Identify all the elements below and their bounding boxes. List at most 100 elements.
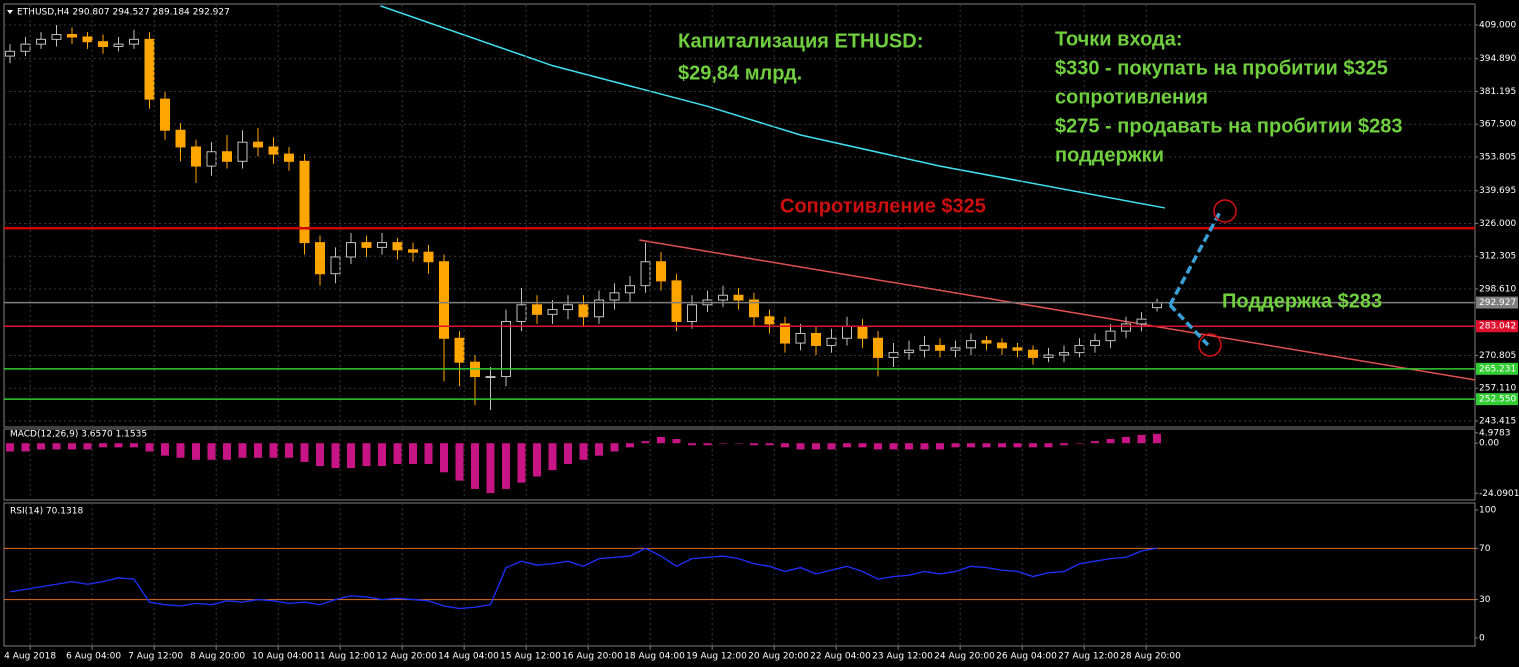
- x-tick-label: 19 Aug 12:00: [686, 652, 747, 662]
- macd-bar: [812, 443, 820, 450]
- candle-body: [547, 309, 558, 315]
- macd-bar: [703, 443, 712, 446]
- macd-bar: [641, 441, 650, 444]
- macd-bar: [440, 443, 448, 473]
- macd-bar: [300, 443, 309, 462]
- macd-bar: [1013, 443, 1022, 448]
- menu-arrow[interactable]: [7, 10, 13, 14]
- level-label-box: [1476, 362, 1518, 375]
- candle-body: [206, 151, 217, 167]
- candle-body: [904, 349, 914, 354]
- annotation: сопротивления: [1055, 86, 1208, 108]
- macd-panel: [3, 428, 1476, 501]
- annotations: Капитализация ETHUSD: $29,84 млрд. Точки…: [678, 28, 1403, 312]
- macd-bar: [192, 443, 200, 460]
- candle-body: [1074, 344, 1085, 354]
- macd-bar: [130, 443, 138, 448]
- level-label-box: [1476, 296, 1518, 309]
- macd-bar: [238, 443, 247, 458]
- y-tick-label: 100: [1479, 506, 1496, 516]
- macd-bar: [936, 443, 944, 450]
- level-label: 292.927: [1479, 298, 1516, 308]
- annotation: $275 - продавать на пробитии $283: [1055, 115, 1403, 137]
- x-tick-label: 12 Aug 20:00: [376, 652, 437, 662]
- candle-body: [20, 43, 31, 52]
- rsi-panel: [3, 502, 1476, 647]
- macd-bar: [502, 443, 510, 489]
- macd-bar: [781, 443, 789, 448]
- macd-bar: [1091, 441, 1099, 444]
- candle-body: [361, 242, 372, 248]
- candle-body: [299, 160, 310, 244]
- annotation: Точки входа:: [1055, 28, 1183, 50]
- macd-bar: [874, 443, 882, 450]
- macd-bar: [610, 443, 619, 452]
- y-tick-label: 394.890: [1479, 54, 1516, 64]
- candle-body: [98, 41, 108, 48]
- candle-body: [594, 299, 604, 318]
- candle-body: [919, 344, 930, 351]
- macd-bar: [254, 443, 262, 458]
- x-tick-label: 26 Aug 04:00: [996, 652, 1057, 662]
- candle-body: [315, 242, 325, 275]
- level-label: 265.231: [1479, 364, 1516, 374]
- macd-bar: [548, 443, 557, 471]
- macd-bar: [889, 443, 898, 450]
- macd-bar: [750, 443, 758, 446]
- macd-bar: [827, 443, 836, 450]
- y-tick-label: 243.415: [1479, 416, 1516, 426]
- candle-body: [749, 299, 759, 318]
- y-tick-label: 270.805: [1479, 351, 1516, 361]
- candle-body: [454, 337, 465, 363]
- macd-bar: [207, 443, 216, 460]
- macd-bar: [657, 436, 665, 444]
- candle-body: [997, 342, 1007, 349]
- level-label: 252.550: [1479, 395, 1516, 405]
- candle-body: [346, 242, 356, 258]
- macd-bar: [362, 443, 371, 467]
- candle-body: [873, 337, 883, 358]
- macd-bar: [564, 443, 572, 464]
- macd-bar: [951, 443, 960, 448]
- x-tick-label: 28 Aug 20:00: [1120, 652, 1181, 662]
- forecast-arrow: [1168, 211, 1222, 347]
- candle-body: [1059, 352, 1069, 356]
- y-tick-label: 326.000: [1479, 219, 1516, 229]
- y-tick-label: 70: [1479, 544, 1491, 554]
- candle-body: [563, 304, 573, 311]
- candle-body: [129, 38, 139, 45]
- x-tick-label: 24 Aug 20:00: [934, 652, 995, 662]
- macd-bar: [486, 443, 495, 494]
- candle-body: [935, 344, 945, 351]
- macd-bar: [378, 443, 386, 467]
- y-tick-label: 312.305: [1479, 252, 1516, 262]
- macd-bar: [920, 443, 929, 450]
- x-tick-label: 16 Aug 20:00: [562, 652, 623, 662]
- y-tick-label: 339.695: [1479, 186, 1516, 196]
- macd-bar: [6, 443, 14, 452]
- candle-body: [842, 325, 852, 339]
- x-tick-label: 10 Aug 04:00: [252, 652, 313, 662]
- x-tick-label: 22 Aug 04:00: [810, 652, 871, 662]
- macd-bar: [1137, 434, 1146, 444]
- indicator-line: [380, 5, 1165, 209]
- macd-bar: [37, 443, 45, 450]
- macd-bar: [83, 443, 92, 450]
- annotation: $29,84 млрд.: [678, 62, 802, 84]
- x-tick-label: 23 Aug 12:00: [872, 652, 933, 662]
- x-tick-label: 15 Aug 12:00: [500, 652, 561, 662]
- candle-body: [532, 304, 542, 315]
- macd-bar: [905, 443, 913, 450]
- x-tick-label: 18 Aug 04:00: [624, 652, 685, 662]
- macd-bar: [285, 443, 293, 458]
- macd-bar: [1044, 443, 1053, 448]
- candle-body: [82, 36, 93, 43]
- macd-bar: [68, 443, 76, 450]
- y-tick-label: 0: [1479, 633, 1485, 643]
- candle-body: [718, 294, 728, 301]
- target-circle: [1198, 333, 1222, 357]
- rsi-line: [9, 547, 1158, 610]
- candle-body: [423, 251, 434, 263]
- candle-body: [51, 34, 62, 40]
- annotation: $330 - покупать на пробитии $325: [1055, 57, 1388, 79]
